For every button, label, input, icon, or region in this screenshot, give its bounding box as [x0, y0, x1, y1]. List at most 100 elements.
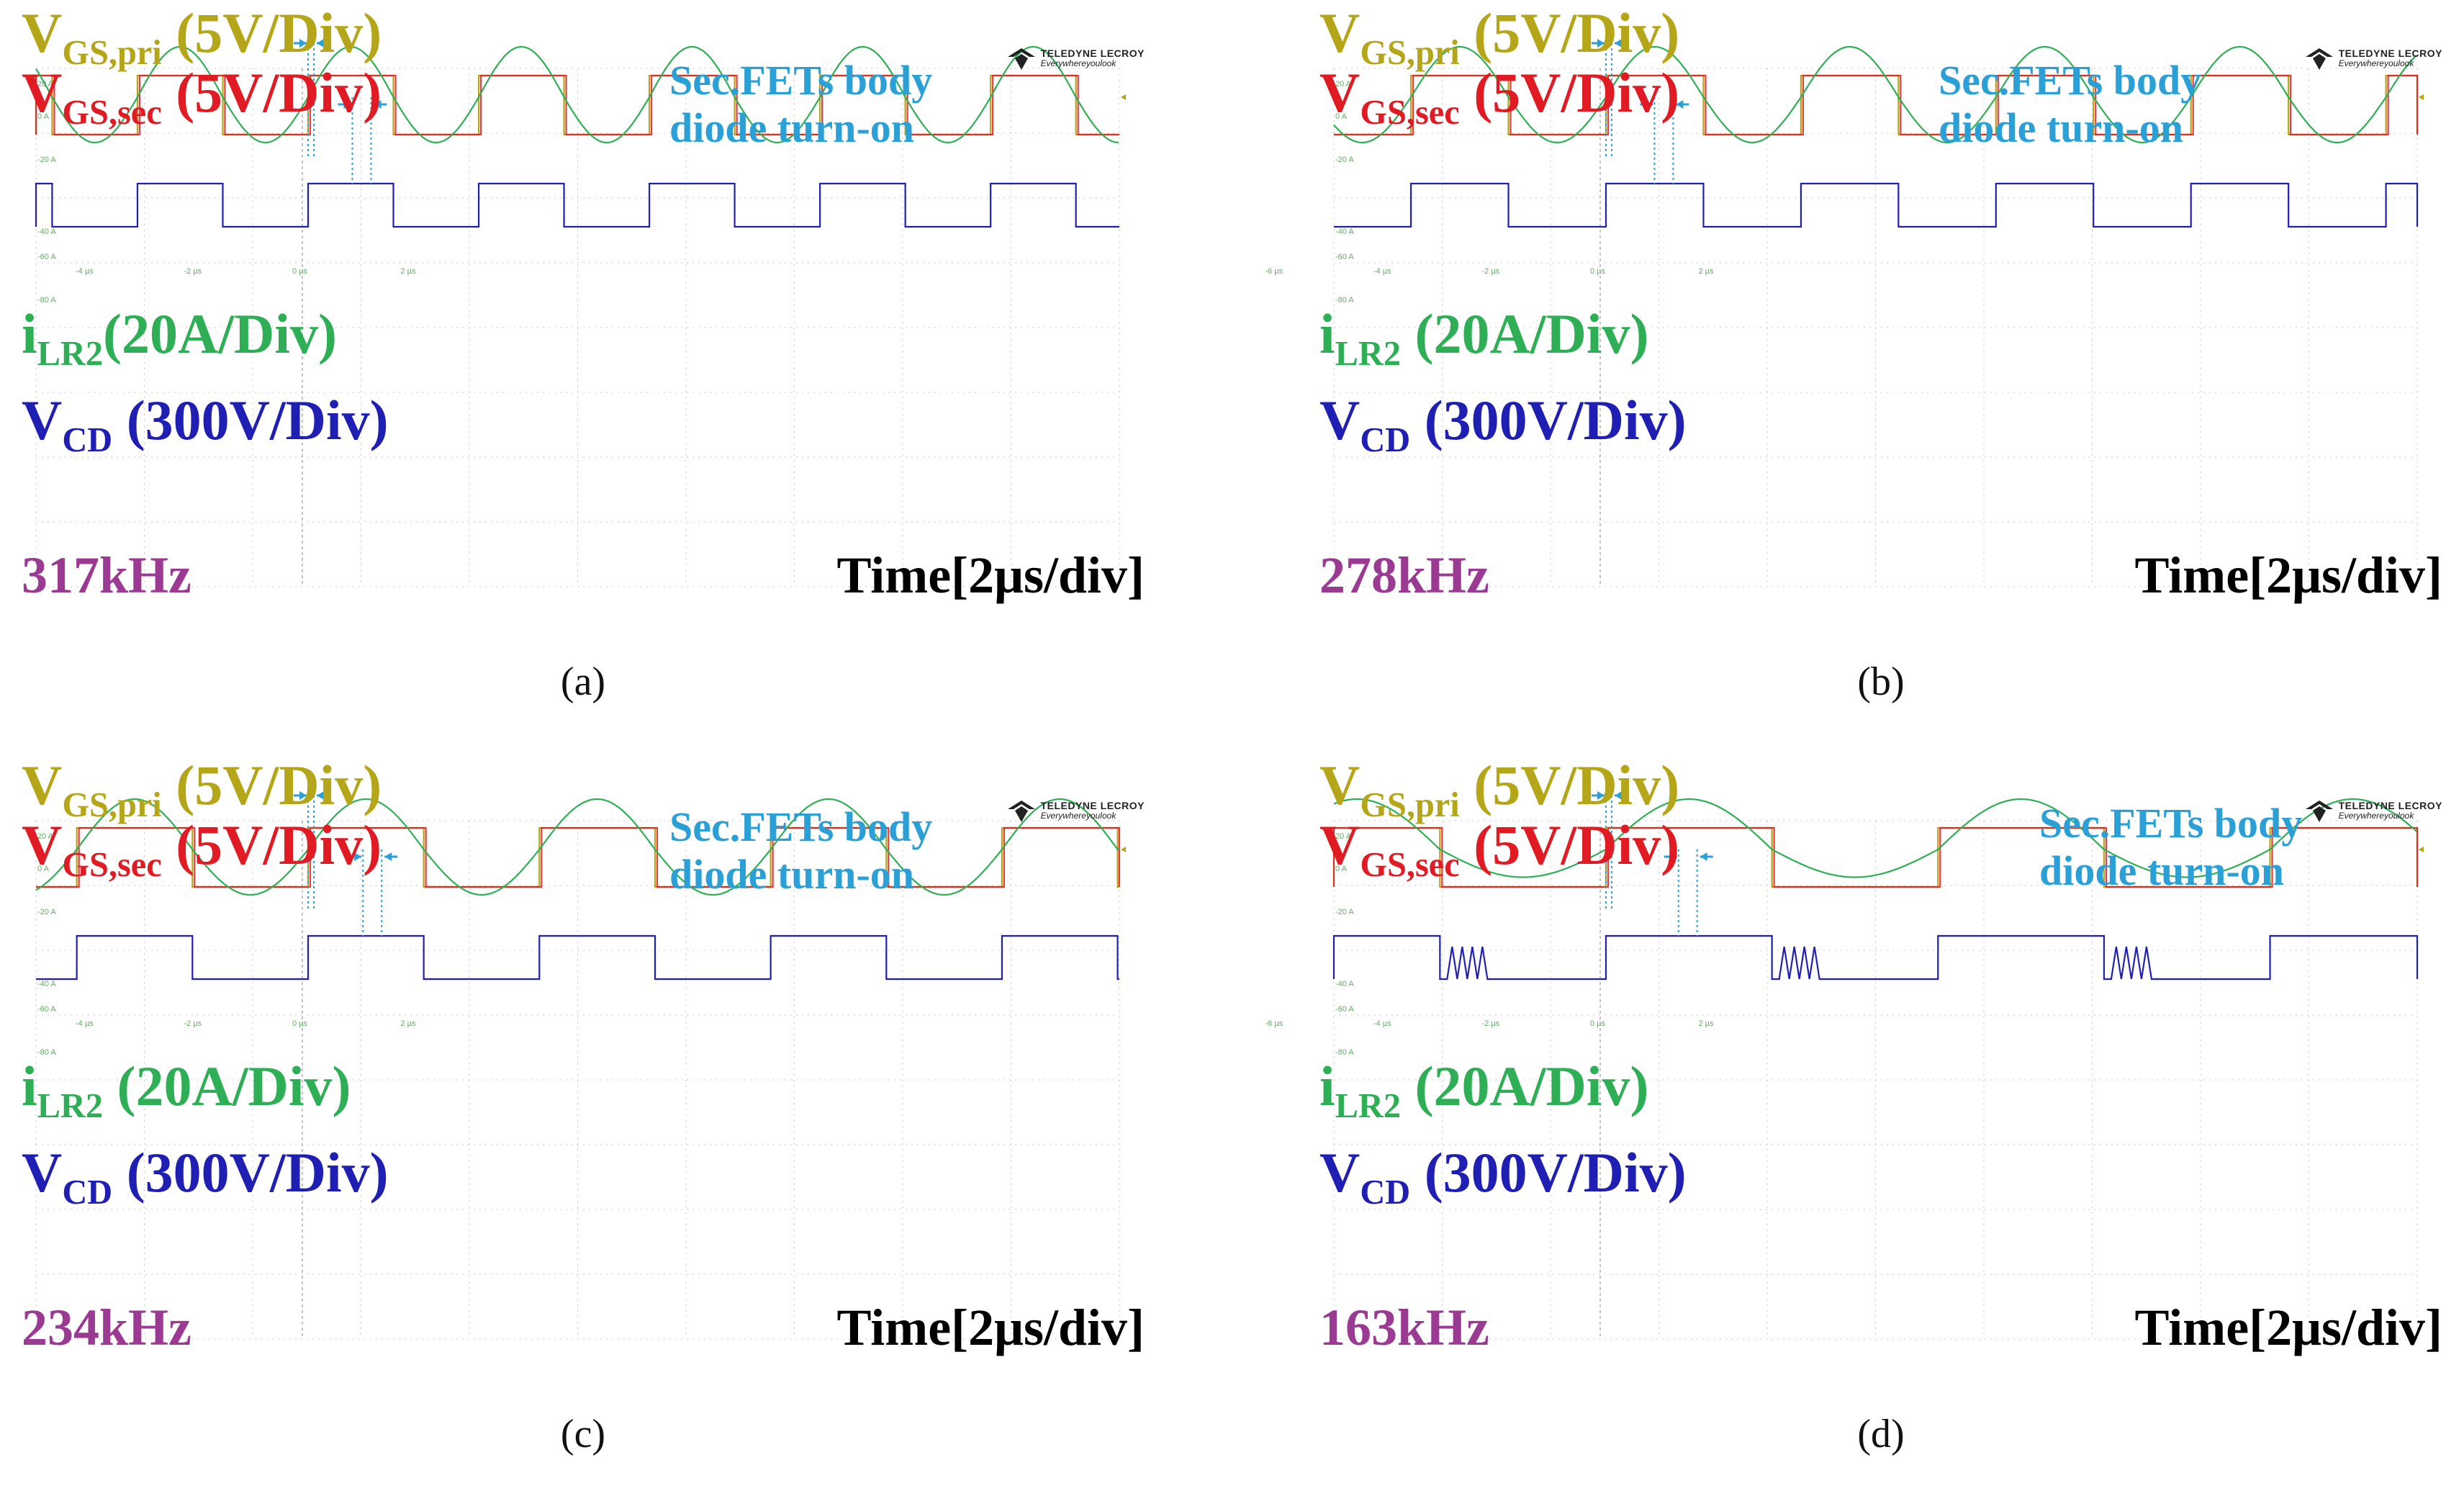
trigger-marker	[1121, 94, 1126, 100]
panel-d: 20 A 0 A -20 A -40 A -60 A -80 A -6 µs -4 µs -2 …	[1265, 757, 2443, 1457]
frequency-label: 278kHz	[1319, 546, 1490, 604]
legend-vgs-sec: VGS,sec (5V/Div)	[1319, 813, 1680, 884]
legend-ilr2: iLR2 (20A/Div)	[1319, 1055, 1649, 1125]
brand-logo: TELEDYNE LECROY Everywhereyoulook	[2305, 48, 2442, 70]
arrow-left-top-head	[299, 39, 307, 48]
annotation-markers	[1592, 791, 1713, 936]
arrow-right-mid-head	[1676, 100, 1684, 109]
y-tick-label: -40 A	[1335, 227, 1354, 236]
annotation-markers	[294, 39, 387, 184]
brand-tagline: Everywhereyoulook	[1040, 810, 1116, 821]
time-scale-label: Time[2μs/div]	[836, 546, 1145, 604]
arrow-left-mid-head	[343, 100, 351, 109]
legend-vgs-sec: VGS,sec (5V/Div)	[1319, 61, 1680, 132]
y-tick-label: -40 A	[37, 980, 56, 988]
vcd-trace	[1332, 934, 2419, 981]
panel-caption: (a)	[560, 659, 606, 704]
frequency-label: 163kHz	[1319, 1299, 1490, 1356]
panel-a: 20 A0 A-20 A-40 A-60 A-80 A-6 µs-4 µs-2 …	[22, 5, 1145, 705]
brand-logo: TELEDYNE LECROY Everywhereyoulook	[1007, 48, 1145, 70]
time-scale-label: Time[2μs/div]	[2134, 546, 2443, 604]
x-tick-label: -2 µs	[184, 1019, 202, 1028]
legend-vgs-pri: VGS,pri (5V/Div)	[1319, 754, 1680, 824]
legend-vgs-sec: VGS,sec (5V/Div)	[22, 813, 382, 884]
lecroy-icon	[2305, 48, 2333, 70]
y-tick-label: 0 A	[1335, 865, 1348, 873]
scope-plot: 20 A0 A-20 A-40 A-60 A-80 A-6 µs-4 µs-2 …	[35, 39, 1126, 587]
y-tick-label: -80 A	[37, 1048, 56, 1057]
arrow-right-top-head	[317, 39, 324, 48]
arrow-right-mid-head	[384, 852, 392, 861]
x-tick-label: -4 µs	[76, 1019, 94, 1028]
y-tick-label: -80 A	[1335, 1048, 1354, 1057]
annotation-markers	[294, 791, 398, 936]
brand-logo: TELEDYNE LECROY Everywhereyoulook	[2305, 801, 2442, 822]
x-tick-label: 2 µs	[1699, 267, 1715, 276]
legend-vcd: VCD (300V/Div)	[22, 389, 389, 459]
legend-vcd: VCD (300V/Div)	[22, 1141, 389, 1212]
vcd-trace	[1334, 182, 2419, 228]
arrow-right-top-head	[1615, 39, 1622, 48]
legend-ilr2: iLR2(20A/Div)	[22, 302, 337, 373]
y-tick-label: -60 A	[1335, 1005, 1354, 1014]
x-tick-label: -4 µs	[1373, 267, 1391, 276]
vgs-pri-trace	[1334, 74, 2419, 136]
y-tick-label: 0 A	[1335, 112, 1348, 121]
x-tick-label: 0 µs	[292, 267, 308, 276]
y-tick-label: -20 A	[1335, 908, 1354, 916]
y-tick-label: -60 A	[37, 1005, 56, 1014]
vcd-trace	[36, 934, 1119, 981]
lecroy-icon	[1007, 48, 1035, 70]
brand-name: TELEDYNE LECROY	[1040, 800, 1145, 811]
legend-vgs-sec: VGS,sec (5V/Div)	[22, 61, 382, 132]
trigger-marker	[2419, 847, 2424, 852]
scope-plot: 20 A0 A-20 A-40 A-60 A-80 A-6 µs-4 µs-2 …	[35, 791, 1126, 1340]
scope-plot: 20 A0 A-20 A-40 A-60 A-80 A-6 µs-4 µs-2 …	[1265, 791, 2424, 1340]
arrow-left-top-head	[1597, 791, 1605, 800]
arrow-left-top-head	[1597, 39, 1605, 48]
legend-vgs-pri: VGS,pri (5V/Div)	[22, 1, 382, 72]
y-tick-label: 20 A	[37, 832, 54, 841]
annotation-line-1: Sec.FETs body	[1939, 57, 2202, 104]
panel-b: 20 A 0 A -20 A -40 A -60 A -80 A -6 µs -4 µs -2 …	[1265, 5, 2443, 705]
y-tick-label: -20 A	[37, 155, 56, 164]
arrow-right-top-head	[317, 791, 324, 800]
frequency-label: 234kHz	[22, 1299, 192, 1356]
x-tick-label: 2 µs	[1699, 1019, 1715, 1028]
ilr2-trace	[1333, 45, 2417, 144]
annotation-line-2: diode turn-on	[2039, 847, 2285, 894]
x-tick-label: -2 µs	[184, 267, 202, 276]
y-tick-label: -60 A	[37, 253, 56, 261]
y-tick-label: 20 A	[1335, 832, 1352, 841]
x-tick-label: -6 µs	[1265, 1019, 1283, 1028]
x-tick-label: -6 µs	[1265, 267, 1283, 276]
annotation-line-1: Sec.FETs body	[669, 803, 933, 850]
brand-logo: TELEDYNE LECROY Everywhereyoulook	[1007, 800, 1145, 822]
legend-ilr2: iLR2 (20A/Div)	[22, 1055, 351, 1125]
annotation-line-2: diode turn-on	[669, 851, 915, 898]
y-tick-label: 0 A	[37, 112, 50, 121]
brand-tagline: Everywhereyoulook	[2338, 58, 2414, 68]
arrow-left-top-head	[299, 791, 307, 800]
y-tick-label: -20 A	[37, 908, 56, 916]
panel-caption: (c)	[560, 1412, 606, 1456]
y-tick-label: 20 A	[1335, 80, 1352, 89]
arrow-left-mid-head	[354, 852, 362, 861]
y-tick-label: -60 A	[1335, 253, 1354, 261]
vgs-sec-trace	[1334, 74, 2419, 136]
annotation-line-1: Sec.FETs body	[2039, 800, 2303, 847]
scope-plot: 20 A0 A-20 A-40 A-60 A-80 A-6 µs-4 µs-2 …	[1265, 39, 2424, 587]
ilr2-trace	[35, 45, 1119, 144]
panel-c: 20 A0 A-20 A-40 A-60 A-80 A-6 µs-4 µs-2 …	[22, 757, 1145, 1457]
trigger-marker	[1121, 847, 1126, 852]
y-tick-label: -80 A	[37, 296, 56, 305]
arrow-right-mid-head	[1700, 852, 1707, 861]
scope-grid	[35, 820, 1120, 1340]
x-tick-label: -4 µs	[1373, 1019, 1391, 1028]
brand-tagline: Everywhereyoulook	[1040, 58, 1116, 68]
y-tick-label: -40 A	[37, 227, 56, 236]
annotation-line-2: diode turn-on	[669, 104, 915, 151]
frequency-label: 317kHz	[22, 546, 192, 604]
panel-caption: (b)	[1857, 659, 1905, 704]
